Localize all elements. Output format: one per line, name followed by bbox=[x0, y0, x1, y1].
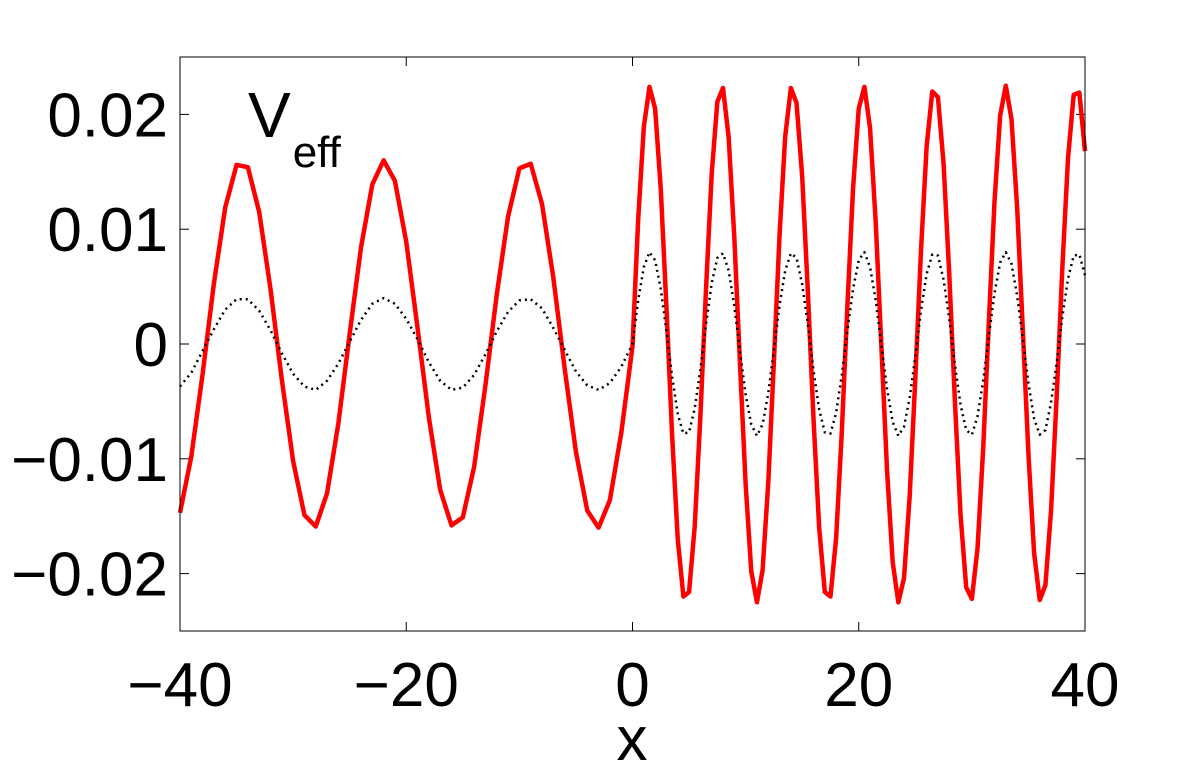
y-tick-label: −0.01 bbox=[11, 426, 168, 495]
x-tick-label: 20 bbox=[824, 651, 893, 720]
data-line bbox=[179, 250, 1087, 438]
y-tick-label: −0.02 bbox=[11, 541, 168, 610]
y-tick-label: 0.02 bbox=[47, 81, 168, 150]
data-line bbox=[177, 83, 1088, 605]
annotation: Veff bbox=[248, 79, 342, 177]
x-tick-label: 0 bbox=[615, 651, 649, 720]
x-axis-label: x bbox=[617, 705, 648, 774]
x-tick-label: −20 bbox=[354, 651, 459, 720]
y-tick-label: 0.01 bbox=[47, 196, 168, 265]
x-tick-label: −40 bbox=[127, 651, 232, 720]
annotation-text: V bbox=[248, 79, 291, 151]
x-tick-label: 40 bbox=[1051, 651, 1120, 720]
plot-frame bbox=[179, 56, 1086, 632]
annotation-subscript: eff bbox=[293, 128, 342, 177]
y-tick-label: 0 bbox=[134, 311, 168, 380]
